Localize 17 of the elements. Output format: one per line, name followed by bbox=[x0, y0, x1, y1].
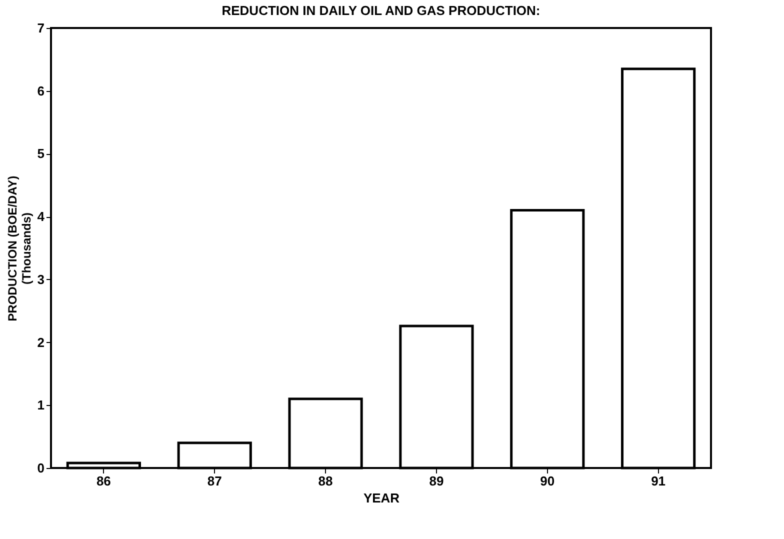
y-tick-label: 4 bbox=[37, 209, 46, 224]
y-tick-label: 5 bbox=[37, 146, 44, 162]
y-tick-label: 0 bbox=[37, 460, 44, 476]
x-tick-label: 86 bbox=[96, 474, 111, 488]
chart-title: REDUCTION IN DAILY OIL AND GAS PRODUCTION: bbox=[222, 3, 540, 18]
x-tick-label: 91 bbox=[651, 474, 666, 488]
x-tick-label: 88 bbox=[318, 474, 333, 488]
y-tick-label: 6 bbox=[37, 83, 44, 98]
x-axis-title: YEAR bbox=[363, 490, 400, 506]
x-tick-label: 87 bbox=[207, 474, 222, 488]
x-tick-label: 90 bbox=[540, 474, 555, 488]
y-tick-label: 7 bbox=[37, 20, 44, 36]
y-tick-label: 2 bbox=[37, 334, 44, 350]
y-tick-label: 3 bbox=[37, 272, 44, 287]
y-tick-label: 1 bbox=[37, 398, 44, 413]
x-tick-label: 89 bbox=[429, 474, 444, 488]
y-axis-title: PRODUCTION (BOE/DAY) (Thousands) bbox=[5, 176, 34, 322]
